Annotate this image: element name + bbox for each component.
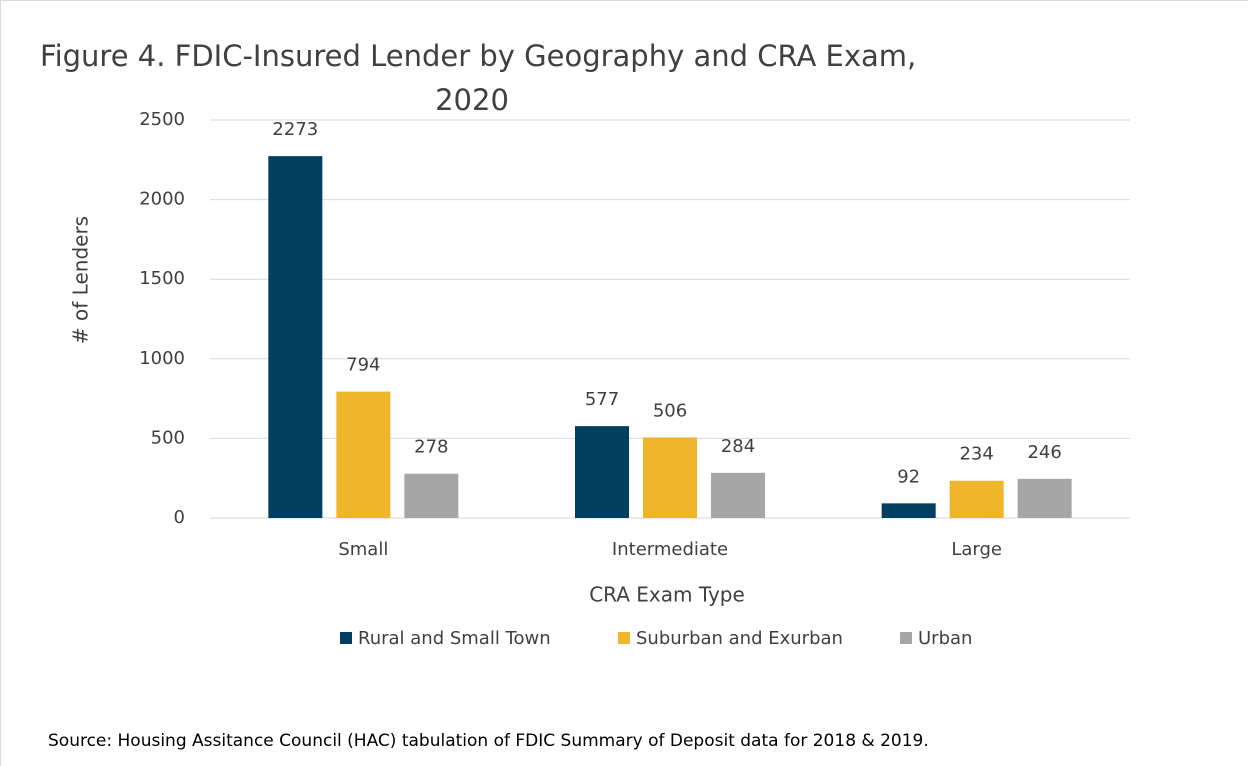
y-axis-label: # of Lenders xyxy=(69,216,93,344)
y-tick-label: 1000 xyxy=(139,348,185,369)
data-label: 92 xyxy=(897,466,920,487)
data-label: 577 xyxy=(585,389,619,410)
bar xyxy=(949,480,1004,518)
bar xyxy=(336,391,391,518)
legend-label: Suburban and Exurban xyxy=(636,628,843,649)
legend-label: Rural and Small Town xyxy=(358,628,551,649)
bar xyxy=(268,156,323,518)
bar xyxy=(711,472,765,518)
legend-swatch xyxy=(618,632,630,644)
data-label: 246 xyxy=(1027,442,1061,463)
y-tick-label: 2500 xyxy=(139,109,185,130)
bar xyxy=(404,473,459,518)
bar xyxy=(643,437,697,518)
x-axis-label: CRA Exam Type xyxy=(589,583,745,607)
y-tick-label: 500 xyxy=(151,427,185,448)
data-label: 2273 xyxy=(272,119,318,140)
bar xyxy=(881,503,936,518)
bar xyxy=(1017,478,1072,518)
legend-label: Urban xyxy=(918,628,972,649)
chart-title: 2020 xyxy=(435,83,509,117)
data-label: 506 xyxy=(653,400,687,421)
legend-swatch xyxy=(340,632,352,644)
y-tick-label: 0 xyxy=(174,507,185,528)
y-tick-label: 1500 xyxy=(139,268,185,289)
bar xyxy=(575,426,629,518)
y-tick-label: 2000 xyxy=(139,189,185,210)
data-label: 794 xyxy=(346,355,380,376)
data-label: 234 xyxy=(959,444,993,465)
x-tick-label: Large xyxy=(951,539,1002,560)
data-label: 278 xyxy=(414,437,448,458)
source-note: Source: Housing Assitance Council (HAC) … xyxy=(48,731,929,751)
x-tick-label: Small xyxy=(338,539,388,560)
x-tick-label: Intermediate xyxy=(612,539,728,560)
data-label: 284 xyxy=(721,436,755,457)
chart-title: Figure 4. FDIC-Insured Lender by Geograp… xyxy=(40,39,916,73)
legend-swatch xyxy=(900,632,912,644)
